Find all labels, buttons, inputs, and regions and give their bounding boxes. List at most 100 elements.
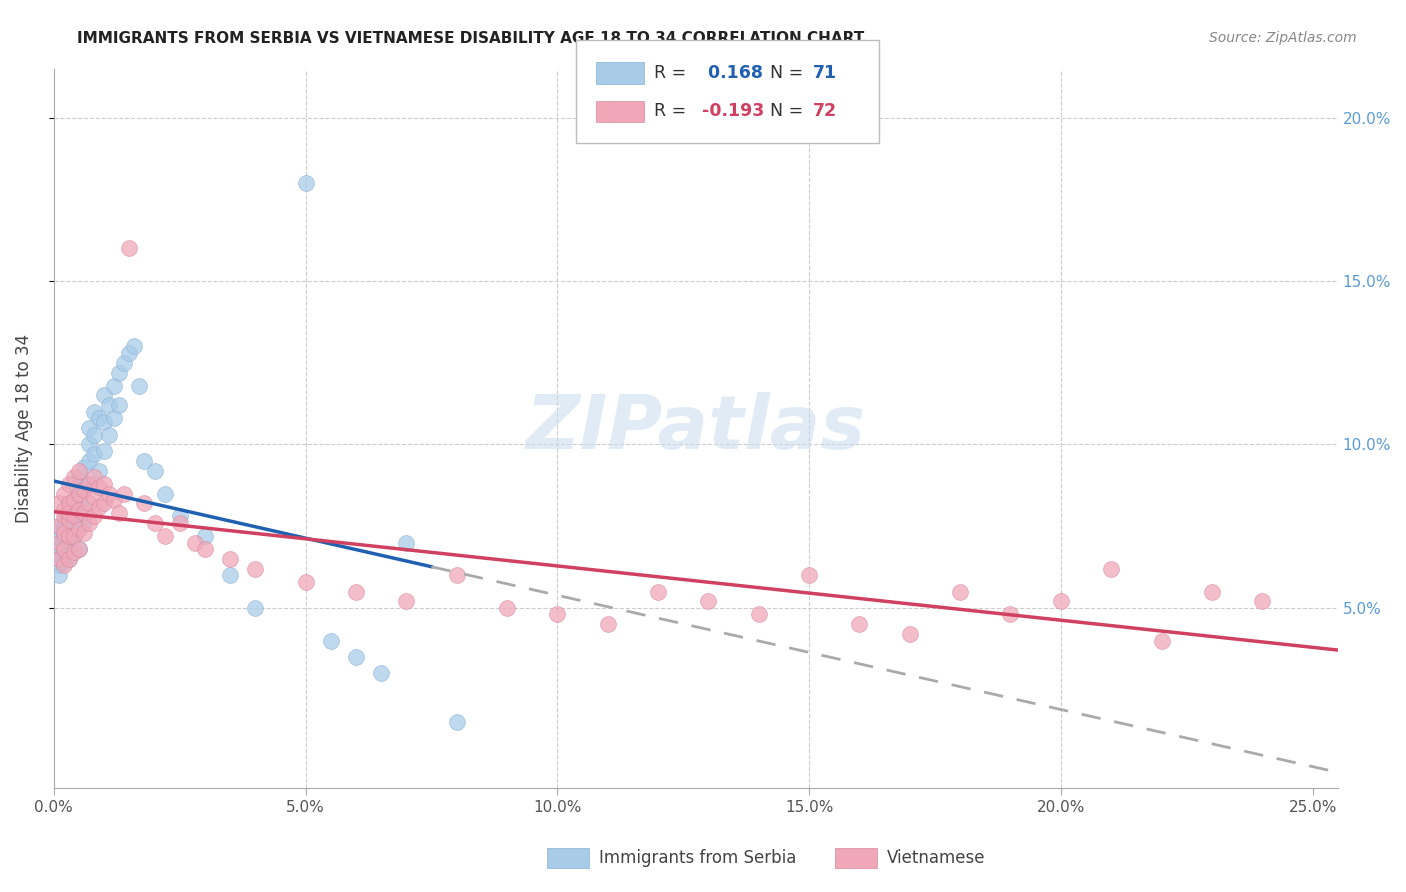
Point (89, 500, 111, 514)
Point (58, 496, 80, 510)
Y-axis label: Disability Age 18 to 34: Disability Age 18 to 34 (15, 334, 32, 523)
Point (344, 650, 367, 665)
Point (52, 539, 75, 553)
Point (546, 607, 568, 622)
Point (103, 378, 125, 392)
Point (63, 529, 86, 543)
Point (245, 562, 267, 576)
Point (73, 483, 96, 498)
Point (52, 523, 75, 537)
Point (89, 480, 111, 494)
Point (63, 470, 86, 484)
Point (52, 486, 75, 500)
Point (58, 513, 80, 527)
Point (48, 542, 70, 557)
Point (98, 427, 121, 442)
Point (48, 529, 70, 543)
Point (48, 568, 70, 582)
Point (1050, 594, 1073, 608)
Point (77, 421, 100, 435)
Point (108, 366, 131, 380)
Point (797, 568, 820, 582)
Point (52, 525, 75, 540)
Point (58, 509, 80, 524)
Point (48, 496, 70, 510)
Point (395, 594, 418, 608)
Point (446, 568, 468, 582)
Point (93, 476, 115, 491)
Point (63, 529, 86, 543)
Point (77, 454, 100, 468)
Point (128, 378, 150, 392)
Point (496, 601, 519, 615)
Point (58, 552, 80, 566)
Point (77, 516, 100, 530)
Point (67, 542, 90, 557)
Point (48, 519, 70, 533)
Point (48, 552, 70, 566)
Point (112, 356, 135, 370)
Point (73, 460, 96, 475)
Point (67, 542, 90, 557)
Point (219, 552, 242, 566)
Point (1000, 607, 1022, 622)
Point (153, 486, 176, 500)
Point (67, 509, 90, 524)
Point (63, 545, 86, 559)
Point (52, 558, 75, 573)
Point (63, 493, 86, 508)
Point (294, 176, 316, 190)
Point (344, 584, 367, 599)
Text: Vietnamese: Vietnamese (887, 849, 986, 867)
Point (73, 506, 96, 520)
Point (52, 509, 75, 524)
Point (898, 627, 921, 641)
Point (58, 552, 80, 566)
Point (370, 666, 392, 681)
Point (67, 503, 90, 517)
Point (52, 533, 75, 547)
Point (77, 476, 100, 491)
Point (48, 519, 70, 533)
Point (1251, 594, 1274, 608)
Point (134, 496, 156, 510)
Point (48, 535, 70, 549)
Text: -0.193: -0.193 (702, 103, 763, 120)
Point (143, 516, 166, 530)
Point (194, 542, 217, 557)
Text: R =: R = (654, 103, 692, 120)
Point (112, 486, 135, 500)
Point (67, 496, 90, 510)
Point (58, 542, 80, 557)
Text: 0.168: 0.168 (702, 64, 762, 82)
Point (73, 516, 96, 530)
Point (184, 535, 207, 549)
Text: ZIPatlas: ZIPatlas (526, 392, 866, 465)
Point (169, 516, 191, 530)
Point (77, 476, 100, 491)
Point (48, 552, 70, 566)
Point (73, 503, 96, 517)
Point (98, 486, 121, 500)
Point (748, 607, 770, 622)
Text: R =: R = (654, 64, 692, 82)
Point (48, 558, 70, 573)
Point (52, 503, 75, 517)
Text: N =: N = (759, 64, 808, 82)
Point (194, 529, 217, 543)
Point (697, 594, 720, 608)
Text: 71: 71 (813, 64, 837, 82)
Point (93, 444, 115, 458)
Point (52, 519, 75, 533)
Point (89, 464, 111, 478)
Point (153, 529, 176, 543)
Point (134, 454, 156, 468)
Point (58, 506, 80, 520)
Point (446, 715, 468, 730)
Point (108, 398, 131, 412)
Point (83, 490, 105, 504)
Point (118, 346, 141, 360)
Point (143, 464, 166, 478)
Point (77, 496, 100, 510)
Point (77, 437, 100, 451)
